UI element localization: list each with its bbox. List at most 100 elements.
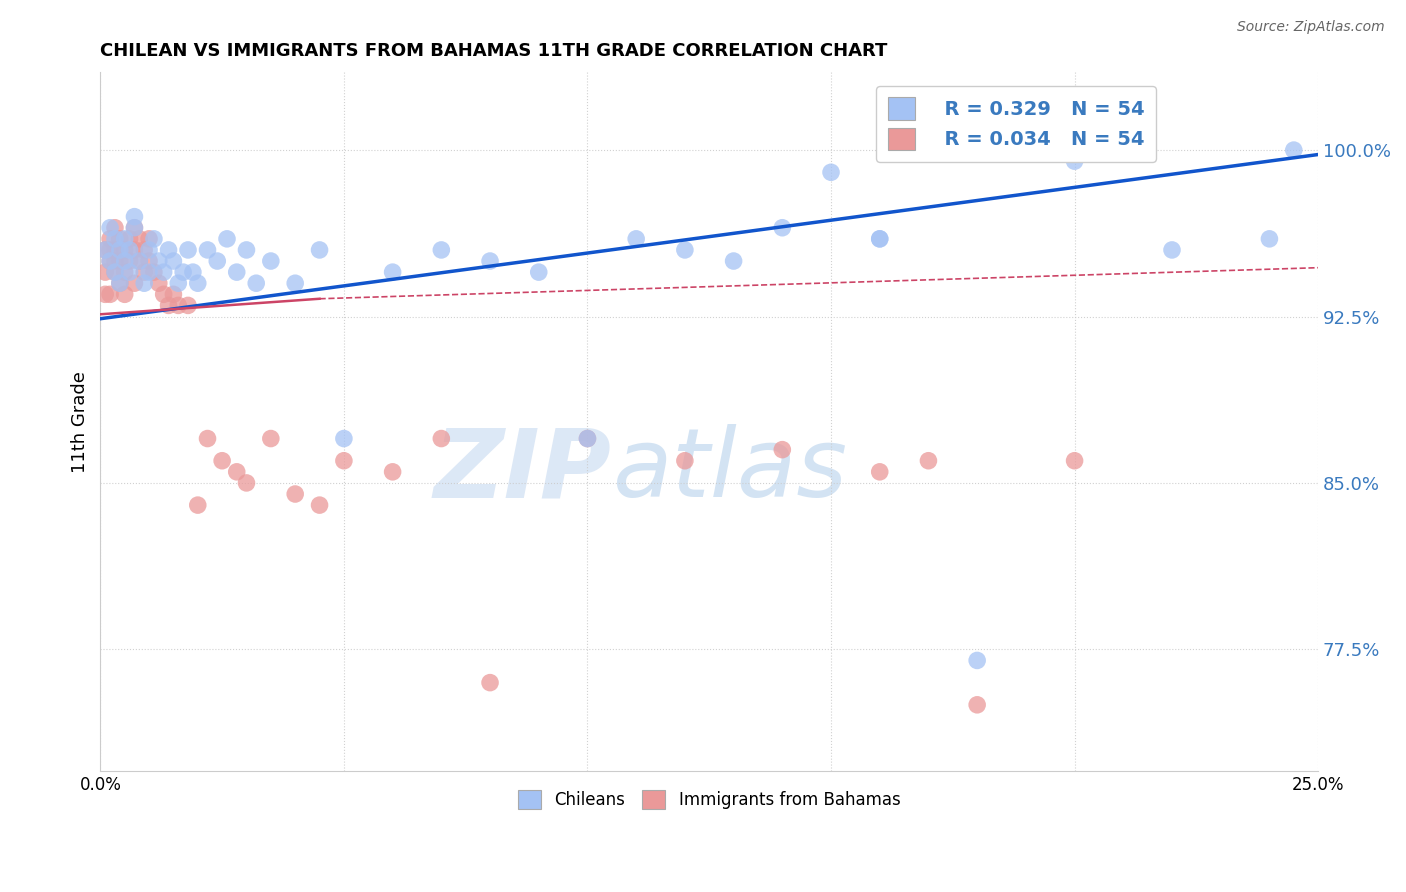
Point: [124, 220, 146, 235]
Point: [162, 287, 184, 301]
Legend: Chileans, Immigrants from Bahamas: Chileans, Immigrants from Bahamas: [512, 783, 907, 815]
Point: [104, 220, 127, 235]
Point: [187, 498, 209, 512]
Point: [770, 220, 793, 235]
Point: [114, 287, 136, 301]
Point: [104, 265, 127, 279]
Point: [118, 254, 141, 268]
Point: [284, 487, 307, 501]
Point: [187, 277, 209, 291]
Point: [966, 698, 988, 712]
Text: CHILEAN VS IMMIGRANTS FROM BAHAMAS 11TH GRADE CORRELATION CHART: CHILEAN VS IMMIGRANTS FROM BAHAMAS 11TH …: [100, 42, 887, 60]
Point: [917, 454, 939, 468]
Point: [260, 432, 283, 446]
Point: [1063, 454, 1085, 468]
Point: [118, 232, 141, 246]
Point: [148, 254, 170, 268]
Point: [235, 475, 257, 490]
Point: [820, 165, 842, 179]
Point: [108, 277, 131, 291]
Point: [333, 432, 356, 446]
Point: [108, 232, 131, 246]
Point: [138, 232, 160, 246]
Point: [869, 465, 891, 479]
Point: [576, 432, 599, 446]
Point: [94, 265, 117, 279]
Point: [723, 254, 745, 268]
Point: [94, 243, 117, 257]
Point: [181, 265, 204, 279]
Point: [1258, 232, 1281, 246]
Point: [770, 442, 793, 457]
Point: [142, 232, 165, 246]
Point: [108, 254, 131, 268]
Point: [134, 243, 156, 257]
Point: [177, 243, 200, 257]
Point: [172, 265, 194, 279]
Point: [118, 243, 141, 257]
Point: [381, 465, 404, 479]
Text: Source: ZipAtlas.com: Source: ZipAtlas.com: [1237, 20, 1385, 34]
Point: [167, 298, 190, 312]
Point: [624, 232, 647, 246]
Point: [114, 265, 136, 279]
Point: [124, 210, 146, 224]
Point: [124, 277, 146, 291]
Point: [207, 254, 229, 268]
Point: [430, 432, 453, 446]
Point: [869, 232, 891, 246]
Point: [225, 265, 247, 279]
Point: [98, 287, 121, 301]
Point: [128, 232, 150, 246]
Point: [138, 243, 160, 257]
Point: [124, 243, 146, 257]
Y-axis label: 11th Grade: 11th Grade: [72, 371, 89, 473]
Text: atlas: atlas: [612, 425, 846, 517]
Point: [308, 243, 330, 257]
Point: [124, 220, 146, 235]
Point: [108, 277, 131, 291]
Point: [138, 265, 160, 279]
Point: [430, 243, 453, 257]
Point: [1161, 243, 1184, 257]
Point: [673, 454, 696, 468]
Point: [333, 454, 356, 468]
Point: [211, 454, 233, 468]
Point: [98, 232, 121, 246]
Point: [104, 265, 127, 279]
Point: [152, 265, 174, 279]
Point: [162, 254, 184, 268]
Point: [148, 277, 170, 291]
Text: ZIP: ZIP: [434, 425, 612, 517]
Point: [197, 243, 219, 257]
Point: [308, 498, 330, 512]
Point: [128, 254, 150, 268]
Point: [94, 287, 117, 301]
Point: [177, 298, 200, 312]
Point: [381, 265, 404, 279]
Point: [576, 432, 599, 446]
Point: [98, 254, 121, 268]
Point: [1063, 154, 1085, 169]
Point: [98, 220, 121, 235]
Point: [94, 243, 117, 257]
Point: [284, 277, 307, 291]
Point: [245, 277, 267, 291]
Point: [527, 265, 550, 279]
Point: [260, 254, 283, 268]
Point: [225, 465, 247, 479]
Point: [157, 298, 180, 312]
Point: [479, 675, 502, 690]
Point: [152, 287, 174, 301]
Point: [134, 265, 156, 279]
Point: [104, 254, 127, 268]
Point: [215, 232, 238, 246]
Point: [108, 243, 131, 257]
Point: [197, 432, 219, 446]
Point: [118, 265, 141, 279]
Point: [104, 243, 127, 257]
Point: [98, 243, 121, 257]
Point: [1282, 143, 1305, 157]
Point: [167, 277, 190, 291]
Point: [114, 254, 136, 268]
